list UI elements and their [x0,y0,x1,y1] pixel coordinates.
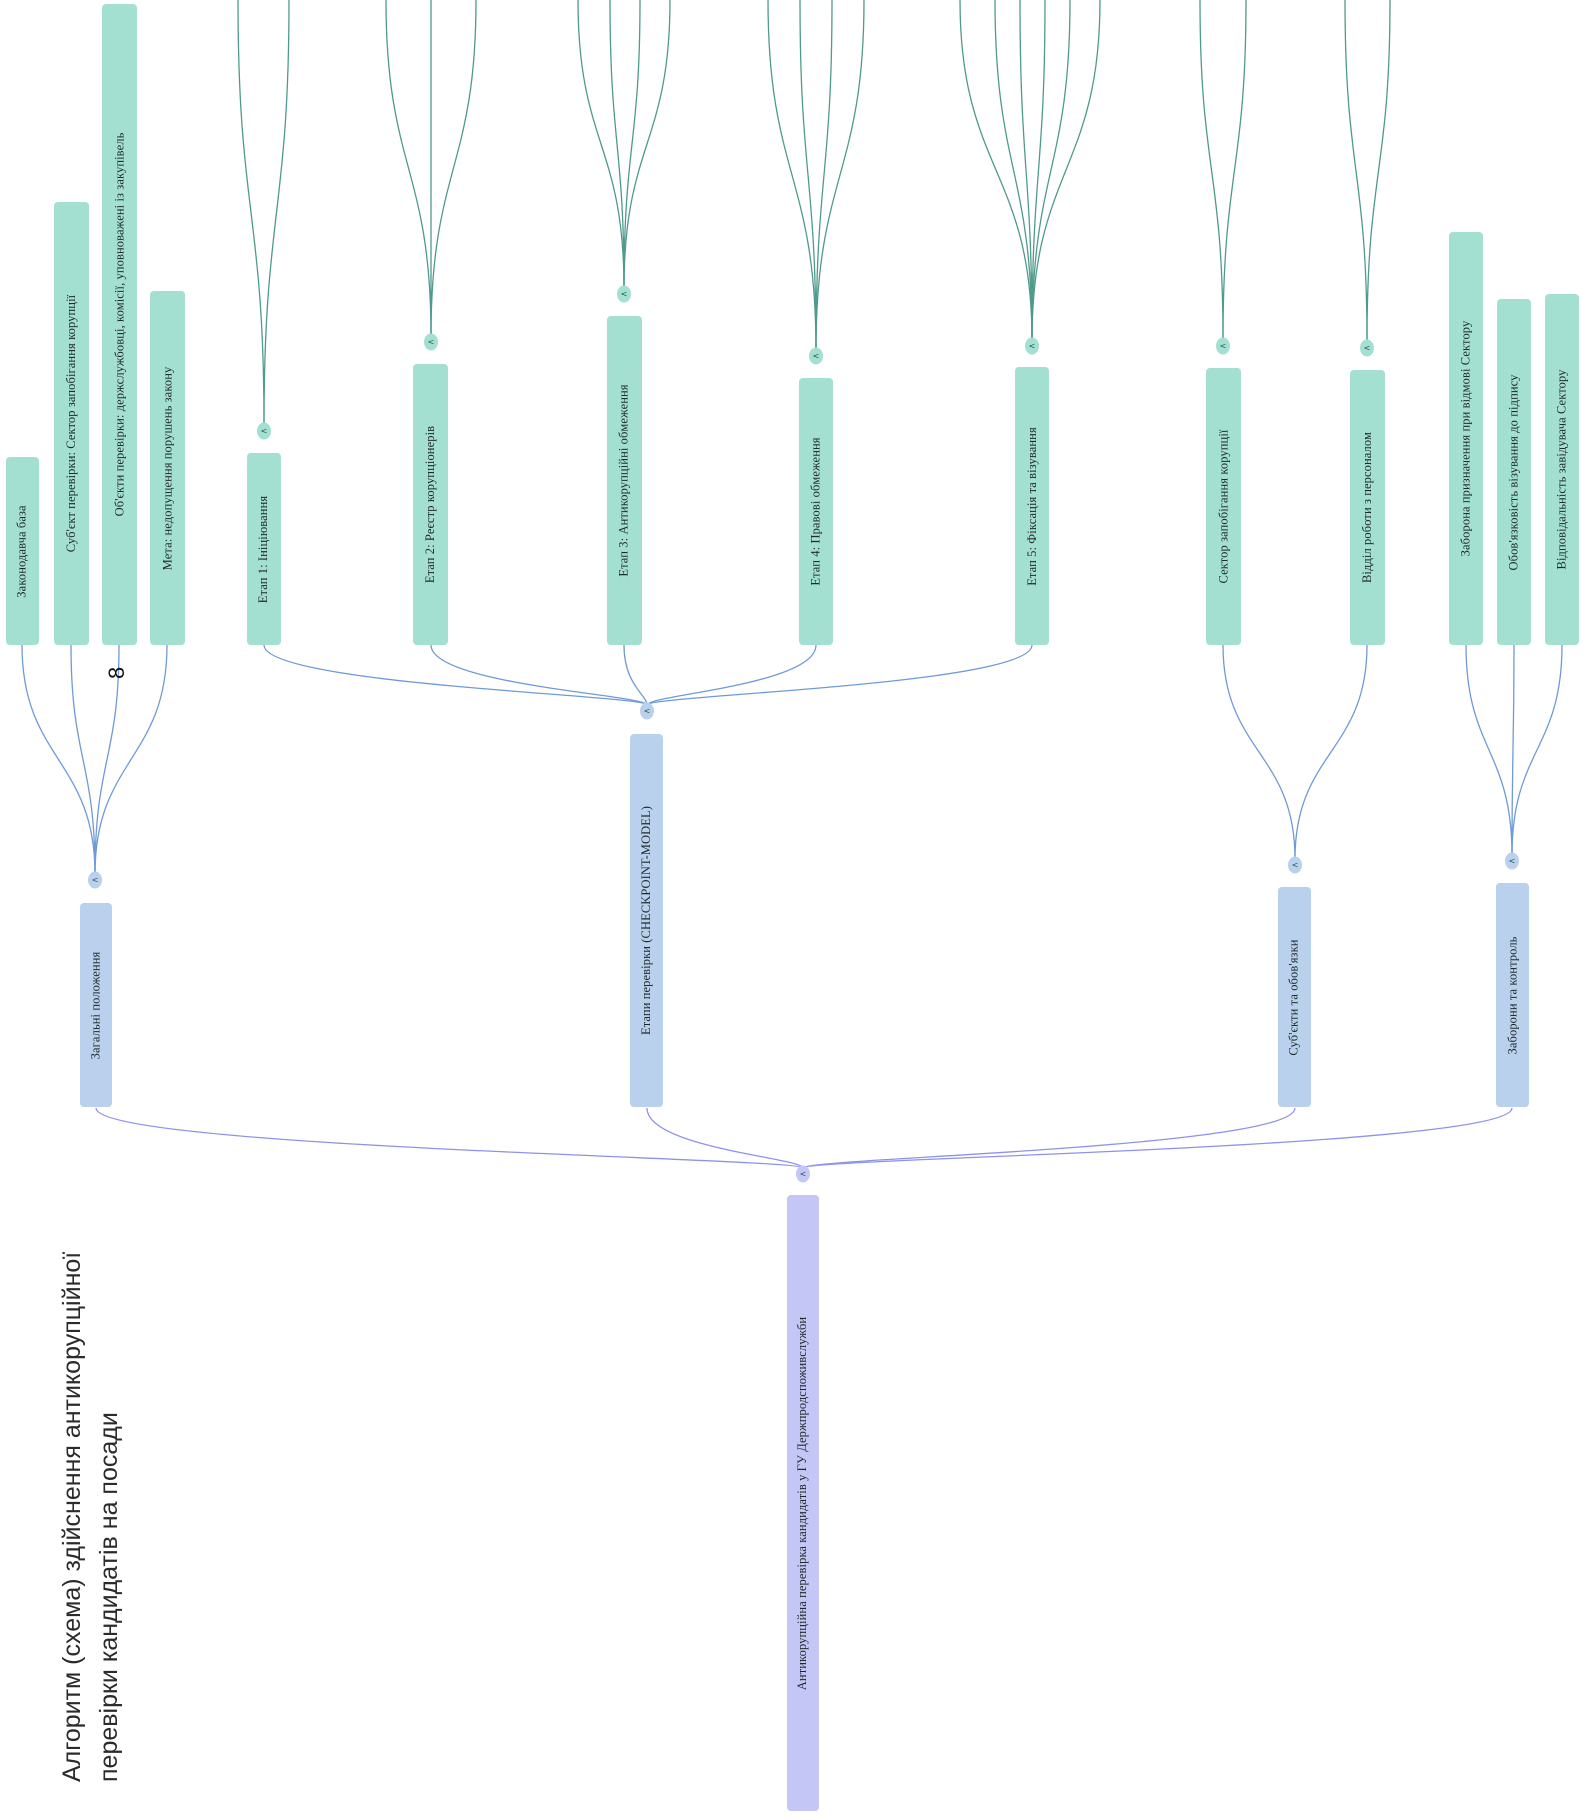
diagram-title-line-2: перевірки кандидатів на посади [95,1412,123,1782]
link-prohibitions-responsibility [1511,644,1563,856]
link-stage5-sub-0 [959,0,1033,341]
stage-1-collapse-toggle-icon[interactable]: < [257,422,271,440]
link-stage5-sub-3 [1031,0,1046,341]
group-node-prohibitions[interactable]: Заборони та контроль [1496,883,1529,1107]
link-root-prohibitions [802,1107,1513,1169]
group-prohibitions-collapse-toggle-icon[interactable]: < [1505,852,1519,870]
link-stages-1 [263,644,648,706]
stage-node-4[interactable]: Етап 4: Правові обмеження [799,378,833,645]
stage-node-5[interactable]: Етап 5: Фіксація та візування [1015,367,1049,645]
link-stage5-sub-2 [1019,0,1033,341]
group-general-collapse-toggle-icon[interactable]: < [88,871,102,889]
link-root-general [95,1107,804,1169]
diagram-title-line-1: Алгоритм (схема) здійснення антикорупцій… [58,1251,86,1782]
link-stage2-sub-2 [430,0,477,337]
link-stage4-sub-3 [815,0,865,351]
link-corruption-sector-sub-0 [1199,0,1224,341]
stage-node-1[interactable]: Етап 1: Ініціювання [247,453,281,645]
link-stage3-sub-1 [609,0,625,289]
link-stages-4 [646,644,817,706]
leaf-node-mandatory-approval[interactable]: Обов'язковість візування до підпису [1497,299,1531,645]
group-stages-collapse-toggle-icon[interactable]: < [640,702,654,720]
group-node-stages[interactable]: Етапи перевірки (CHECKPOINT-MODEL) [630,734,663,1107]
link-stage2-sub-0 [385,0,432,337]
link-hr-sub-1 [1366,0,1391,343]
leaf-node-hr-department[interactable]: Відділ роботи з персоналом [1350,370,1385,645]
leaf-node-head-responsibility[interactable]: Відповідальність завідувача Сектору [1545,294,1579,645]
link-stage5-sub-4 [1031,0,1071,341]
link-stage5-sub-5 [1031,0,1101,341]
group-subjects-collapse-toggle-icon[interactable]: < [1288,856,1302,874]
diagram-title: Алгоритм (схема) здійснення антикорупцій… [54,1142,128,1782]
leaf-node-legislation[interactable]: Законодавча база [6,457,39,645]
link-stage3-sub-2 [623,0,641,289]
link-stages-3 [623,644,648,706]
link-stage1-sub-0 [237,0,265,426]
link-general-legislation [21,644,96,875]
stage-4-collapse-toggle-icon[interactable]: < [809,347,823,365]
link-stage1-sub-1 [263,0,290,426]
link-stage4-sub-2 [815,0,833,351]
link-stages-2 [430,644,648,706]
stage-node-2[interactable]: Етап 2: Реєстр корупціонерів [413,364,448,645]
group-node-general[interactable]: Загальні положення [80,903,112,1107]
link-general-subject [70,644,96,875]
link-corruption-sector-sub-1 [1222,0,1247,341]
stage-5-collapse-toggle-icon[interactable]: < [1025,337,1039,355]
link-stage3-sub-0 [577,0,625,289]
link-hr-sub-0 [1344,0,1368,343]
stage-3-collapse-toggle-icon[interactable]: < [617,285,631,303]
root-node[interactable]: Антикорупційна перевірка кандидатів у ГУ… [787,1195,819,1811]
link-stage4-sub-1 [799,0,817,351]
link-stage5-sub-1 [994,0,1033,341]
link-prohibitions-approval [1511,644,1515,856]
hr-department-collapse-toggle-icon[interactable]: < [1360,339,1374,357]
link-stage4-sub-0 [767,0,817,351]
link-subjects-hr [1294,644,1368,860]
link-stages-5 [646,644,1033,706]
leaf-node-corruption-sector[interactable]: Сектор запобігання корупції [1206,368,1241,645]
leaf-node-subject[interactable]: Суб'єкт перевірки: Сектор запобігання ко… [54,202,89,645]
link-subjects-corruption-sector [1222,644,1296,860]
link-stage3-sub-3 [623,0,671,289]
leaf-node-objects[interactable]: Об'єкти перевірки: держслужбовці, комісі… [102,4,137,645]
corruption-sector-collapse-toggle-icon[interactable]: < [1216,337,1230,355]
page-number: 8 [104,666,129,679]
link-root-subjects [802,1107,1296,1169]
group-node-subjects[interactable]: Суб'єкти та обов'язки [1278,887,1311,1107]
link-prohibitions-ban [1465,644,1513,856]
link-general-objects [94,644,120,875]
leaf-node-goal[interactable]: Мета: недопущення порушень закону [150,291,185,645]
leaf-node-appointment-ban[interactable]: Заборона призначення при відмові Сектору [1449,232,1483,645]
link-general-goal [94,644,168,875]
link-root-stages [646,1107,804,1169]
stage-node-3[interactable]: Етап 3: Антикорупційні обмеження [607,316,642,645]
root-collapse-toggle-icon[interactable]: < [796,1165,810,1183]
stage-2-collapse-toggle-icon[interactable]: < [424,333,438,351]
